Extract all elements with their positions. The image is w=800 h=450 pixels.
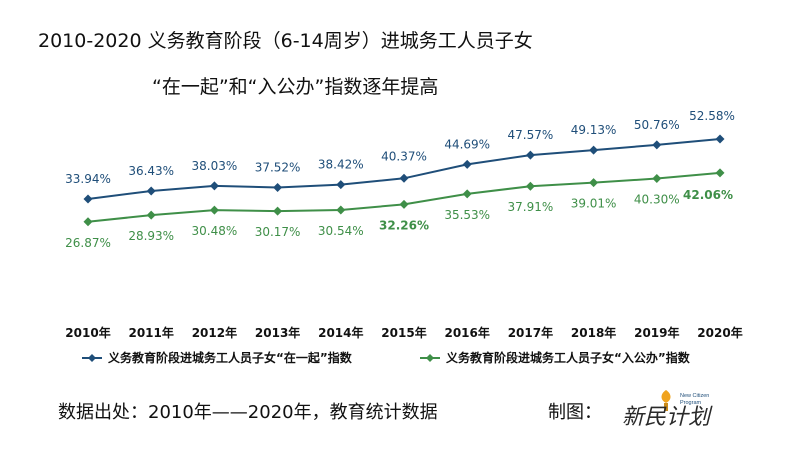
series-2-data-label-2016年: 35.53% xyxy=(444,208,490,222)
series-2-data-label-2010年: 26.87% xyxy=(65,236,111,250)
series-2-data-label-2013年: 30.17% xyxy=(255,225,301,239)
series-1-marker-2018年 xyxy=(589,145,599,155)
series-1-data-label-2019年: 50.76% xyxy=(634,118,680,132)
series-1-data-label-2010年: 33.94% xyxy=(65,172,111,186)
series-2-data-label-2012年: 30.48% xyxy=(192,224,238,238)
legend-label-2: 义务教育阶段进城务工人员子女“入公办”指数 xyxy=(445,350,691,365)
logo-main-text: 新民计划 xyxy=(622,405,713,430)
x-tick-label-2014年: 2014年 xyxy=(318,325,363,340)
series-1-data-label-2020年: 52.58% xyxy=(689,109,735,123)
legend-swatch-marker-1 xyxy=(88,354,96,362)
series-1-marker-2013年 xyxy=(273,182,283,192)
x-tick-label-2016年: 2016年 xyxy=(444,325,489,340)
logo-small-text-1: New Citizen xyxy=(680,393,709,399)
chart-title-line1: 2010-2020 义务教育阶段（6-14周岁）进城务工人员子女 xyxy=(38,30,533,52)
x-tick-label-2018年: 2018年 xyxy=(571,325,616,340)
series-1-data-label-2013年: 37.52% xyxy=(255,160,301,174)
data-source-note: 数据出处：2010年——2020年，教育统计数据 xyxy=(58,402,438,423)
logo-torch-icon xyxy=(661,390,671,411)
legend-swatch-marker-2 xyxy=(426,354,434,362)
series-1-data-label-2012年: 38.03% xyxy=(192,159,238,173)
series-1-marker-2020年 xyxy=(715,134,725,144)
series-1-marker-2010年 xyxy=(83,194,93,204)
series-1-data-label-2016年: 44.69% xyxy=(444,137,490,151)
series-1-data-label-2014年: 38.42% xyxy=(318,158,364,172)
series-2-data-label-2018年: 39.01% xyxy=(571,197,617,211)
series-2-marker-2014年 xyxy=(336,205,346,215)
series-2-data-label-2011年: 28.93% xyxy=(128,229,174,243)
series-2-marker-2011年 xyxy=(146,210,156,220)
series-1-data-label-2015年: 40.37% xyxy=(381,149,427,163)
logo-small-text-2: Program xyxy=(680,400,702,406)
series-1-marker-2016年 xyxy=(462,159,472,169)
chart-title-line2: “在一起”和“入公办”指数逐年提高 xyxy=(152,76,439,98)
x-tick-label-2015年: 2015年 xyxy=(381,325,426,340)
series-1-data-label-2017年: 47.57% xyxy=(508,128,554,142)
series-2-marker-2015年 xyxy=(399,199,409,209)
series-2-data-label-2017年: 37.91% xyxy=(508,200,554,214)
x-tick-label-2019年: 2019年 xyxy=(634,325,679,340)
series-2-marker-2018年 xyxy=(589,178,599,188)
line-chart: 33.94% 36.43% 38.03% 37.52% 38.42% 40.37% 44.6… xyxy=(65,109,743,365)
chart-maker-label: 制图： xyxy=(548,402,602,423)
series-1-marker-2014年 xyxy=(336,180,346,190)
series-2-marker-2012年 xyxy=(209,205,219,215)
x-tick-label-2020年: 2020年 xyxy=(697,325,742,340)
series-2-marker-2010年 xyxy=(83,217,93,227)
series-1-marker-2019年 xyxy=(652,140,662,150)
series-1-line xyxy=(87,138,721,200)
x-tick-label-2012年: 2012年 xyxy=(192,325,237,340)
series-1-data-label-2018年: 49.13% xyxy=(571,123,617,137)
new-citizen-program-logo: New Citizen Program 新民计划 xyxy=(622,390,713,430)
x-tick-label-2010年: 2010年 xyxy=(65,325,110,340)
series-2-marker-2017年 xyxy=(525,181,535,191)
series-1-marker-2017年 xyxy=(525,150,535,160)
series-1-data-label-2011年: 36.43% xyxy=(128,164,174,178)
series-2-data-label-2015年: 32.26% xyxy=(379,218,429,232)
x-tick-label-2013年: 2013年 xyxy=(255,325,300,340)
series-2-marker-2013年 xyxy=(273,206,283,216)
series-2-data-label-2014年: 30.54% xyxy=(318,224,364,238)
series-2-data-label-2020年: 42.06% xyxy=(683,188,733,202)
series-2-marker-2020年 xyxy=(715,168,725,178)
series-2-marker-2016年 xyxy=(462,189,472,199)
series-1-marker-2015年 xyxy=(399,173,409,183)
x-tick-label-2011年: 2011年 xyxy=(128,325,173,340)
series-1-marker-2011年 xyxy=(146,186,156,196)
series-1-marker-2012年 xyxy=(209,181,219,191)
series-2-marker-2019年 xyxy=(652,174,662,184)
x-tick-label-2017年: 2017年 xyxy=(508,325,553,340)
series-2-data-label-2019年: 40.30% xyxy=(634,193,680,207)
legend-label-1: 义务教育阶段进城务工人员子女“在一起”指数 xyxy=(107,350,353,365)
